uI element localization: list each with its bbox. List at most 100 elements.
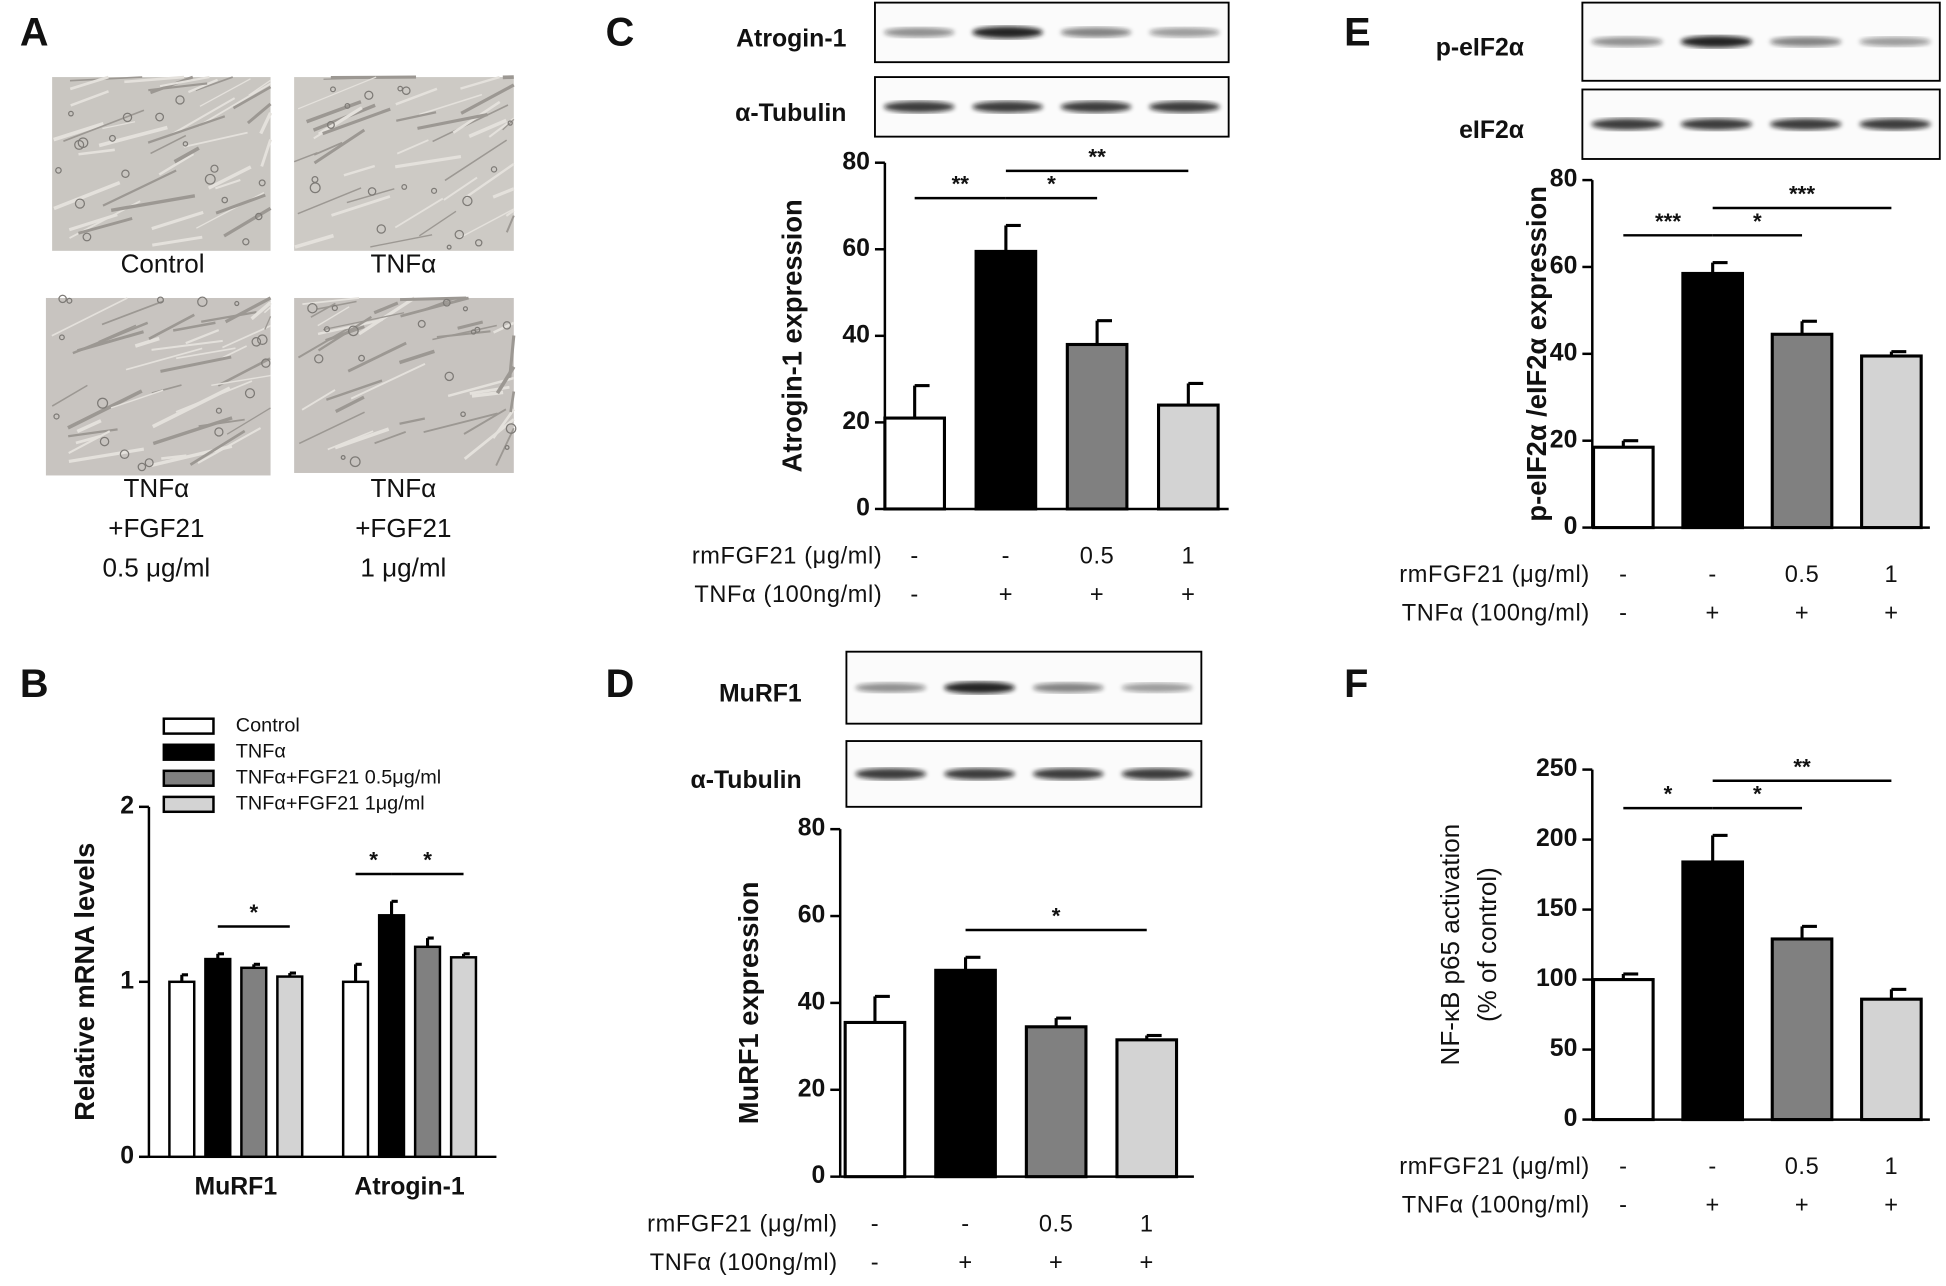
fiber — [147, 115, 226, 144]
cell — [53, 413, 60, 420]
fiber — [398, 349, 435, 365]
legend-swatch — [162, 795, 215, 814]
cell — [74, 198, 86, 209]
condition-level: 0.5 — [1080, 543, 1115, 569]
condition-level: 1 — [1885, 1153, 1899, 1179]
y-tick-label: 0 — [856, 495, 870, 522]
fiber — [78, 148, 115, 156]
panel-label: C — [606, 10, 635, 54]
cell — [490, 166, 498, 173]
fiber — [125, 347, 203, 371]
fiber — [505, 209, 515, 217]
cell — [340, 455, 346, 460]
bar — [1065, 342, 1129, 511]
fiber — [464, 162, 515, 199]
fiber — [185, 329, 220, 345]
bar — [843, 1020, 907, 1179]
image-caption: +FGF21 — [108, 513, 204, 543]
y-axis-label: NF-κB p65 activation — [1435, 824, 1465, 1066]
bar — [204, 957, 232, 1159]
panel-label: E — [1344, 10, 1370, 54]
cell — [99, 436, 110, 447]
y-tick-label: 150 — [1536, 895, 1577, 922]
fiber — [374, 431, 407, 445]
panel-label: D — [606, 662, 635, 706]
fiber — [457, 320, 484, 330]
fiber — [68, 447, 145, 464]
bar — [449, 956, 478, 1159]
fiber — [495, 365, 516, 395]
bar — [1156, 403, 1220, 511]
cell — [349, 456, 361, 468]
y-tick-label: 40 — [842, 321, 870, 348]
y-tick-label: 60 — [1550, 253, 1578, 280]
cell — [261, 358, 271, 368]
fiber — [399, 417, 426, 425]
bar — [883, 416, 947, 511]
fiber — [327, 430, 374, 451]
bar — [341, 980, 370, 1159]
fiber — [215, 178, 241, 190]
y-tick-label: 0 — [812, 1162, 826, 1189]
legend-label: Control — [236, 714, 300, 736]
condition-level: + — [1181, 581, 1195, 607]
bar — [413, 945, 442, 1159]
image-caption: 0.5 μg/ml — [103, 553, 211, 583]
cell — [121, 169, 130, 178]
legend-label: TNFα+FGF21 1μg/ml — [236, 793, 425, 815]
significance-label: * — [423, 848, 432, 873]
fiber — [301, 389, 336, 411]
y-tick-label: 40 — [798, 988, 826, 1015]
fiber — [195, 76, 234, 92]
fiber — [171, 97, 236, 136]
y-tick-label: 40 — [1550, 339, 1578, 366]
cell — [251, 336, 262, 347]
y-axis-label: Atrogin-1 expression — [777, 199, 808, 472]
cell — [430, 187, 438, 194]
y-tick-label: 100 — [1536, 965, 1577, 992]
bar — [1591, 445, 1655, 530]
y-axis-label: MuRF1 expression — [733, 882, 764, 1125]
condition-level: + — [1090, 581, 1104, 607]
condition-level: + — [1795, 1192, 1809, 1218]
cell — [58, 294, 67, 304]
bar — [168, 980, 196, 1159]
condition-level: 0.5 — [1039, 1210, 1074, 1236]
cell — [214, 427, 224, 437]
fiber — [151, 339, 223, 351]
condition-level: - — [1619, 1192, 1627, 1218]
bar — [1115, 1038, 1179, 1179]
fiber — [505, 215, 515, 233]
cell — [58, 334, 65, 341]
condition-level: 0.5 — [1785, 561, 1820, 587]
cell — [55, 166, 62, 174]
cell — [329, 86, 336, 93]
blot-band — [1591, 36, 1663, 47]
bar — [1860, 997, 1923, 1122]
image-caption: +FGF21 — [355, 513, 451, 543]
cell — [504, 445, 510, 451]
bar — [1681, 271, 1745, 530]
blot-band — [1770, 118, 1842, 130]
condition-level: + — [1884, 600, 1898, 626]
cell — [364, 90, 374, 100]
fiber — [78, 217, 133, 235]
bar — [276, 975, 304, 1159]
bar — [934, 968, 997, 1179]
fiber — [63, 109, 145, 142]
significance-label: ** — [1793, 754, 1811, 779]
fiber — [187, 78, 218, 94]
blot-label: MuRF1 — [719, 681, 802, 708]
cell — [144, 458, 154, 468]
fiber — [53, 180, 121, 211]
fiber — [199, 78, 251, 107]
condition-level: + — [1884, 1192, 1898, 1218]
condition-name: TNFα (100ng/ml) — [1402, 600, 1590, 626]
condition-name: rmFGF21 (μg/ml) — [647, 1210, 838, 1236]
fiber — [400, 296, 469, 318]
condition-name: rmFGF21 (μg/ml) — [1399, 561, 1590, 587]
y-tick-label: 80 — [1550, 166, 1578, 193]
blot-label: eIF2α — [1459, 117, 1524, 144]
blot-band — [1060, 27, 1132, 38]
fiber — [400, 296, 467, 302]
